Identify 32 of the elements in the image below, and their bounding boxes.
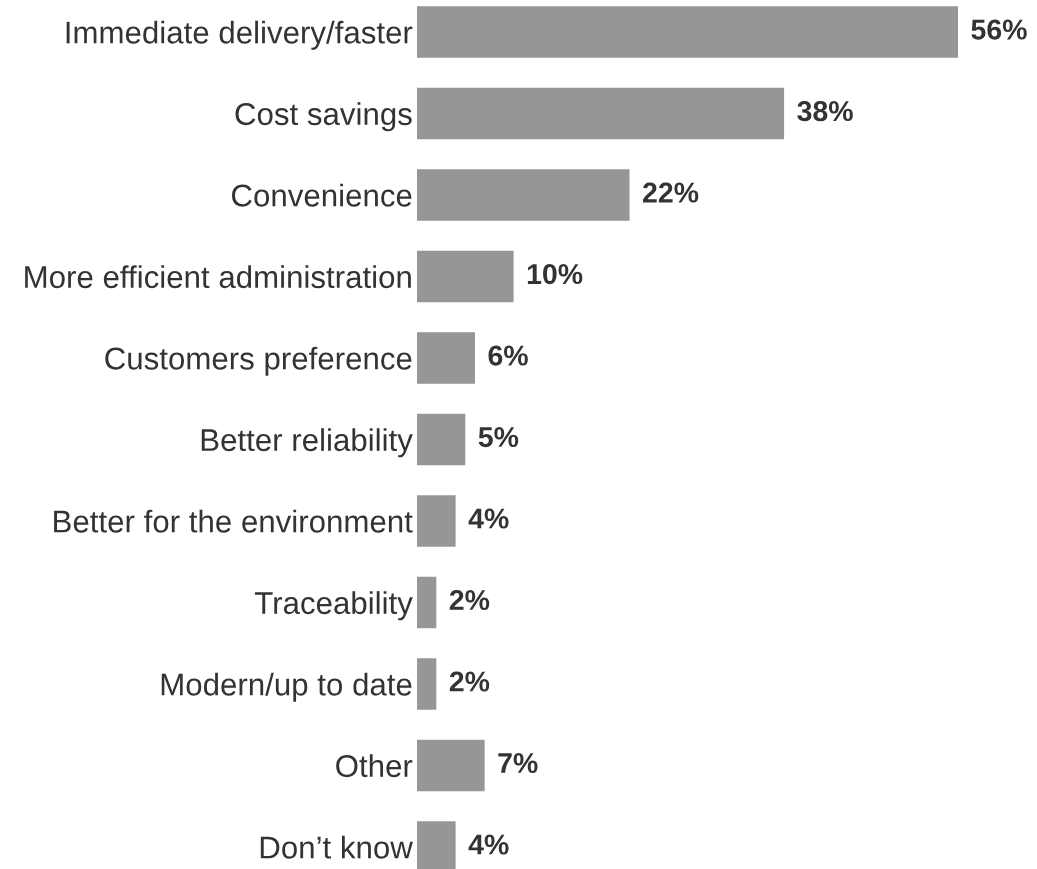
data-label: 2%: [449, 671, 490, 692]
bar: [417, 6, 958, 58]
y-tick-label: Convenience: [232, 183, 412, 207]
y-tick-label: Better reliability: [201, 428, 413, 458]
data-label: 10%: [527, 264, 583, 285]
data-label: 4%: [468, 834, 509, 855]
bar: [417, 87, 785, 140]
data-label: 2%: [449, 589, 490, 611]
y-tick-label: Customers preference: [105, 346, 412, 376]
y-tick-label: Immediate delivery/faster: [66, 20, 413, 50]
y-tick-label: Better for the environment: [54, 509, 413, 533]
y-tick-label: Don’t know: [260, 835, 413, 859]
y-tick-label: Cost savings: [235, 102, 412, 132]
data-label: 38%: [797, 101, 853, 122]
y-tick-label: Traceability: [254, 591, 413, 621]
bar: [417, 169, 630, 221]
data-label: 22%: [643, 182, 699, 203]
bar: [417, 658, 437, 710]
bar: [417, 250, 514, 303]
data-label: 7%: [498, 753, 538, 774]
data-label: 5%: [478, 427, 519, 448]
bar: [417, 332, 475, 384]
data-label: 6%: [488, 345, 528, 366]
data-label: 4%: [468, 508, 509, 529]
y-tick-label: Other: [336, 754, 413, 778]
bar: [417, 495, 456, 547]
bar: [417, 576, 437, 629]
bar: [417, 413, 466, 466]
y-tick-label: Modern/up to date: [161, 672, 412, 702]
y-tick-label: More efficient administration: [25, 265, 411, 289]
bar: [417, 739, 485, 792]
data-label: 56%: [971, 19, 1027, 40]
